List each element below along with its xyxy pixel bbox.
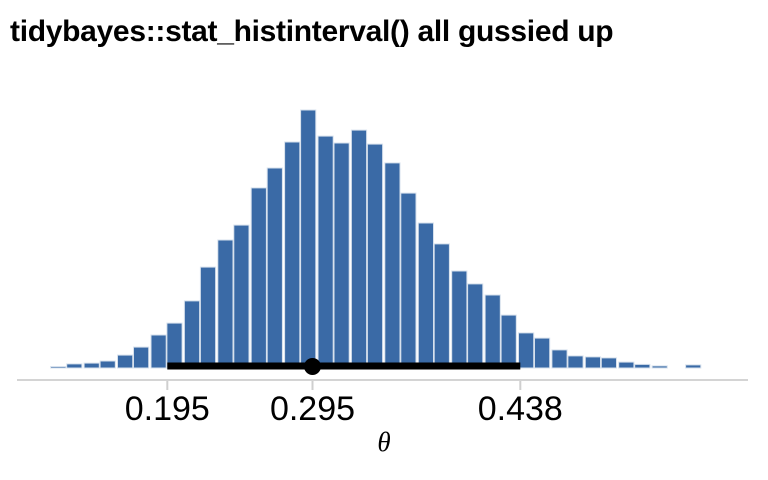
histogram-bar <box>199 266 217 369</box>
histogram-bar <box>83 362 100 369</box>
histogram-bar <box>166 322 183 369</box>
histogram-bar <box>567 355 584 369</box>
histogram-bar <box>133 346 150 369</box>
histogram-bar <box>50 366 67 369</box>
x-axis-title: θ <box>377 427 391 457</box>
x-tick-label: 0.195 <box>124 390 210 428</box>
histogram-bar <box>584 356 601 369</box>
histogram-bar <box>233 224 250 369</box>
histogram-bar <box>600 357 617 369</box>
histogram-bar <box>350 129 368 369</box>
histogram-bar <box>217 239 234 369</box>
histogram-bar <box>333 142 350 369</box>
x-tick-label: 0.438 <box>477 390 563 428</box>
histogram-bar <box>317 135 334 369</box>
histogram-bar <box>685 364 702 369</box>
x-tick-label: 0.295 <box>269 390 356 428</box>
histogram-bar <box>266 167 283 369</box>
histogram-bar <box>150 334 167 369</box>
histogram-bar <box>467 283 484 369</box>
histogram-bar <box>417 222 434 369</box>
histogram-bar <box>433 243 450 369</box>
histogram-bar <box>117 354 134 369</box>
point-estimate-dot <box>304 358 321 375</box>
histogram-bar <box>384 162 401 369</box>
histogram-bar <box>366 143 384 369</box>
histogram-bar <box>518 332 535 369</box>
histogram-bar <box>451 270 468 369</box>
plot-title: tidybayes::stat_histinterval() all gussi… <box>10 15 614 48</box>
histogram-bar <box>183 300 201 369</box>
histogram-bar <box>484 294 501 369</box>
histogram-bar <box>651 365 668 369</box>
histogram-bar <box>250 187 267 369</box>
histogram-bar <box>400 192 417 369</box>
histogram-bar <box>551 349 568 369</box>
histogram-bar <box>66 363 83 369</box>
histogram-bar <box>99 360 116 369</box>
histogram-bar <box>634 363 651 369</box>
histogram-bar <box>534 337 551 369</box>
histogram-bar <box>618 361 635 369</box>
histogram-bar <box>300 109 317 369</box>
histogram-bar <box>500 314 517 369</box>
histogram-bar <box>284 141 301 369</box>
